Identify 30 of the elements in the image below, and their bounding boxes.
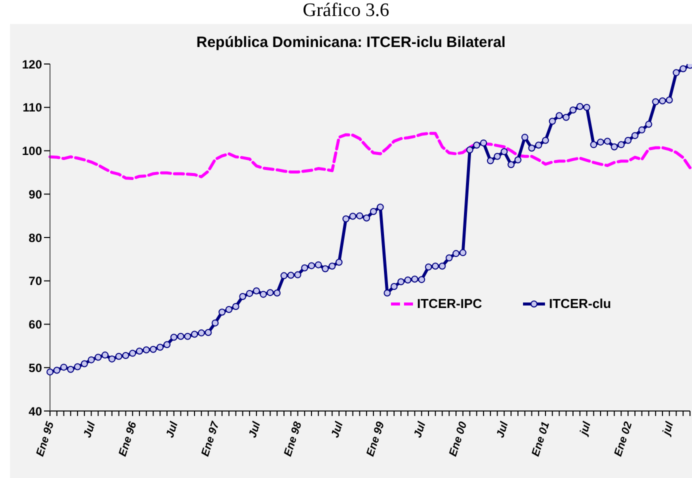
x-tick-label: Jul xyxy=(164,420,181,440)
x-tick-label: Ene 98 xyxy=(282,420,305,458)
x-tick-label: Ene 01 xyxy=(530,420,552,458)
y-tick-label: 90 xyxy=(28,187,42,202)
x-tick-label: Jul xyxy=(412,420,429,440)
y-tick-label: 50 xyxy=(28,360,42,375)
x-tick-label: Ene 00 xyxy=(447,420,470,458)
x-tick-label: Ene 95 xyxy=(34,420,57,458)
legend-label: ITCER-clu xyxy=(549,296,612,311)
y-tick-label: 70 xyxy=(28,274,42,288)
x-tick-label: Jul xyxy=(329,420,346,440)
x-tick-label: jul xyxy=(660,420,676,438)
y-tick-label: 110 xyxy=(22,100,42,115)
legend-label: ITCER-IPC xyxy=(417,296,482,311)
x-tick-label: Jul xyxy=(82,420,98,440)
text: Gráfico 3.6 xyxy=(302,0,390,22)
y-tick-label: 60 xyxy=(28,318,42,332)
y-tick-label: 100 xyxy=(22,144,42,158)
y-tick-label: 40 xyxy=(28,404,42,418)
x-tick-label: jul xyxy=(577,420,594,438)
y-tick-label: 80 xyxy=(28,230,42,245)
x-tick-label: Ene 97 xyxy=(199,420,222,458)
chart-title: República Dominicana: ITCER-iclu Bilateral xyxy=(195,34,507,51)
x-tick-label: Jul xyxy=(494,420,512,440)
y-tick-label: 120 xyxy=(22,57,42,72)
x-tick-label: Ene 96 xyxy=(116,420,140,458)
x-tick-label: Jul xyxy=(246,420,264,440)
x-tick-label: Ene 02 xyxy=(612,420,635,458)
x-tick-label: Ene 99 xyxy=(364,420,388,458)
line-series xyxy=(48,132,692,180)
